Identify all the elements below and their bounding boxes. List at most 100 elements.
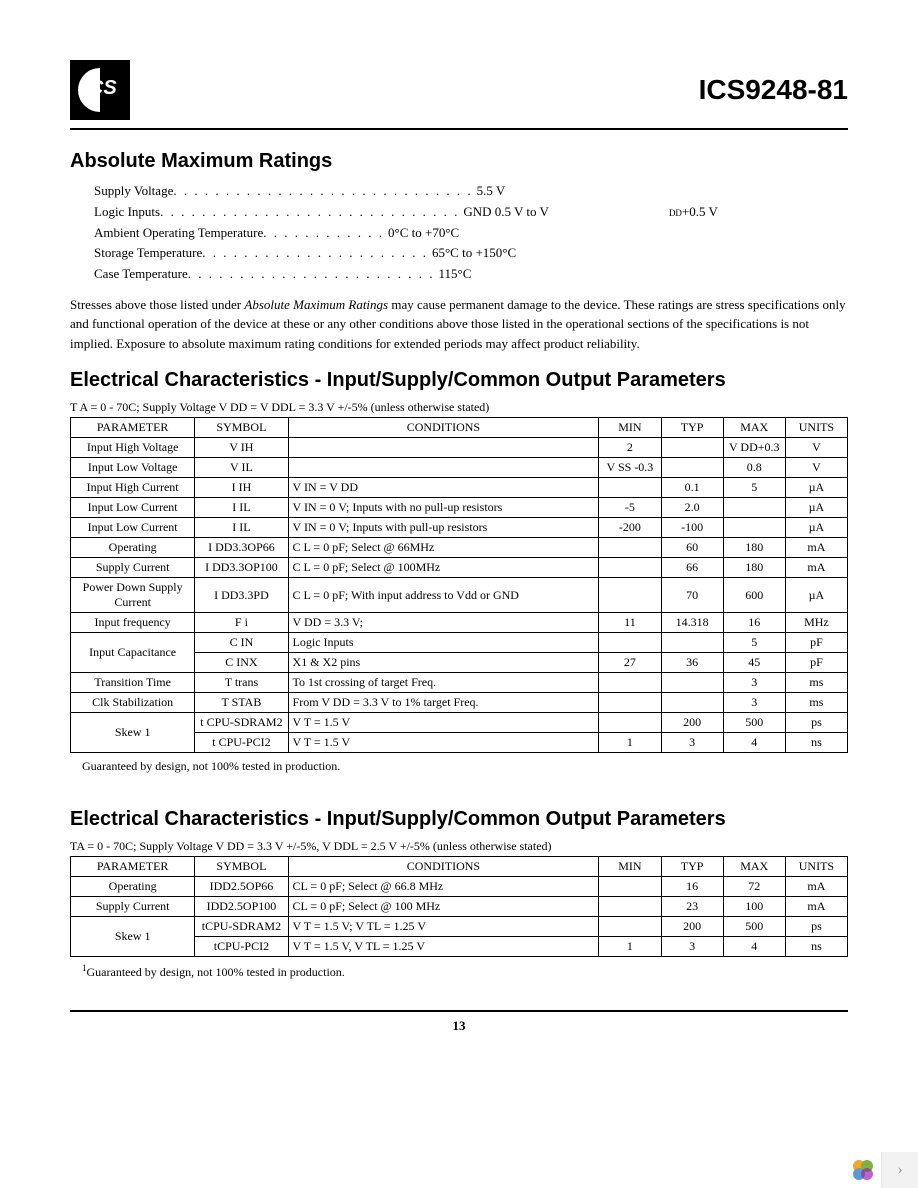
param-cell: Power Down Supply Current [71, 578, 195, 613]
typ-cell: 16 [661, 877, 723, 897]
param-cell: Input High Current [71, 478, 195, 498]
symbol-cell: tCPU-SDRAM2 [195, 917, 288, 937]
typ-cell: 70 [661, 578, 723, 613]
cond-cell: To 1st crossing of target Freq. [288, 673, 599, 693]
flower-icon[interactable] [845, 1152, 881, 1188]
rating-row: Case Temperature . . . . . . . . . . . .… [94, 264, 848, 285]
abs-max-title: Absolute Maximum Ratings [70, 150, 848, 173]
rating-row: Ambient Operating Temperature . . . . . … [94, 223, 848, 244]
typ-cell: 66 [661, 558, 723, 578]
table-row: Input Low CurrentI ILV IN = 0 V; Inputs … [71, 498, 848, 518]
table-row: Clk StabilizationT STABFrom V DD = 3.3 V… [71, 693, 848, 713]
rating-value: 115°C [439, 264, 472, 285]
symbol-cell: V IL [195, 458, 288, 478]
rating-label: Supply Voltage [94, 181, 173, 202]
table2-title: Electrical Characteristics - Input/Suppl… [70, 808, 848, 831]
min-cell [599, 578, 661, 613]
max-cell: 100 [723, 897, 785, 917]
typ-cell: 200 [661, 917, 723, 937]
units-cell: pF [785, 633, 847, 653]
table-row: OperatingIDD2.5OP66CL = 0 pF; Select @ 6… [71, 877, 848, 897]
param-cell: Input frequency [71, 613, 195, 633]
param-cell: Supply Current [71, 558, 195, 578]
cond-cell: C L = 0 pF; Select @ 100MHz [288, 558, 599, 578]
units-cell: ns [785, 733, 847, 753]
symbol-cell: C IN [195, 633, 288, 653]
param-cell: Input Low Voltage [71, 458, 195, 478]
units-cell: V [785, 458, 847, 478]
rating-dots: . . . . . . . . . . . . [263, 223, 384, 244]
rating-value: GND 0.5 V to V [463, 202, 549, 223]
table-header: UNITS [785, 418, 847, 438]
units-cell: µA [785, 478, 847, 498]
typ-cell: 14.318 [661, 613, 723, 633]
symbol-cell: I DD3.3OP100 [195, 558, 288, 578]
units-cell: ps [785, 917, 847, 937]
symbol-cell: I IH [195, 478, 288, 498]
cond-cell: V T = 1.5 V [288, 733, 599, 753]
rating-value: 5.5 V [477, 181, 506, 202]
min-cell [599, 558, 661, 578]
max-cell: 16 [723, 613, 785, 633]
table-row: Skew 1t CPU-SDRAM2V T = 1.5 V200500ps [71, 713, 848, 733]
rating-sub: DD [669, 206, 682, 220]
table-row: Input Low VoltageV ILV SS -0.30.8V [71, 458, 848, 478]
part-number: ICS9248-81 [699, 74, 848, 106]
max-cell: 500 [723, 713, 785, 733]
table2-cond: TA = 0 - 70C; Supply Voltage V DD = 3.3 … [70, 839, 848, 854]
cond-cell: Logic Inputs [288, 633, 599, 653]
units-cell: ps [785, 713, 847, 733]
datasheet-page: ICS ICS9248-81 Absolute Maximum Ratings … [0, 0, 918, 1074]
corner-widget: › [845, 1152, 918, 1188]
elec-char-table-2: PARAMETERSYMBOLCONDITIONSMINTYPMAXUNITSO… [70, 856, 848, 957]
param-cell: Input High Voltage [71, 438, 195, 458]
cond-cell: V T = 1.5 V [288, 713, 599, 733]
param-cell: Transition Time [71, 673, 195, 693]
table-row: Input Low CurrentI ILV IN = 0 V; Inputs … [71, 518, 848, 538]
symbol-cell: t CPU-PCI2 [195, 733, 288, 753]
min-cell: -200 [599, 518, 661, 538]
typ-cell [661, 693, 723, 713]
table-header: TYP [661, 418, 723, 438]
symbol-cell: tCPU-PCI2 [195, 937, 288, 957]
units-cell: mA [785, 877, 847, 897]
typ-cell: 200 [661, 713, 723, 733]
table-row: Supply CurrentIDD2.5OP100CL = 0 pF; Sele… [71, 897, 848, 917]
symbol-cell: I IL [195, 498, 288, 518]
min-cell: 27 [599, 653, 661, 673]
param-cell: Operating [71, 538, 195, 558]
max-cell [723, 498, 785, 518]
cond-cell: C L = 0 pF; Select @ 66MHz [288, 538, 599, 558]
svg-text:ICS: ICS [83, 77, 117, 99]
typ-cell: 2.0 [661, 498, 723, 518]
table-row: OperatingI DD3.3OP66C L = 0 pF; Select @… [71, 538, 848, 558]
max-cell: 72 [723, 877, 785, 897]
rating-dots: . . . . . . . . . . . . . . . . . . . . … [202, 243, 428, 264]
min-cell: 1 [599, 733, 661, 753]
cond-cell: V IN = 0 V; Inputs with pull-up resistor… [288, 518, 599, 538]
table-row: Input High VoltageV IH2V DD+0.3V [71, 438, 848, 458]
abs-max-disclaimer: Stresses above those listed under Absolu… [70, 295, 848, 354]
min-cell [599, 538, 661, 558]
max-cell: 3 [723, 693, 785, 713]
rating-dots: . . . . . . . . . . . . . . . . . . . . … [188, 264, 435, 285]
symbol-cell: I DD3.3PD [195, 578, 288, 613]
typ-cell: 23 [661, 897, 723, 917]
symbol-cell: I DD3.3OP66 [195, 538, 288, 558]
param-cell: Skew 1 [71, 917, 195, 957]
symbol-cell: IDD2.5OP66 [195, 877, 288, 897]
typ-cell [661, 673, 723, 693]
typ-cell: 3 [661, 733, 723, 753]
table-row: Supply CurrentI DD3.3OP100C L = 0 pF; Se… [71, 558, 848, 578]
param-cell: Input Low Current [71, 518, 195, 538]
footnote-text: Guaranteed by design, not 100% tested in… [87, 965, 345, 979]
table1-cond: T A = 0 - 70C; Supply Voltage V DD = V D… [70, 400, 848, 415]
ics-logo: ICS [70, 60, 130, 120]
units-cell: mA [785, 558, 847, 578]
next-arrow-icon[interactable]: › [881, 1152, 918, 1188]
table-row: Power Down Supply CurrentI DD3.3PDC L = … [71, 578, 848, 613]
max-cell: 5 [723, 633, 785, 653]
min-cell [599, 877, 661, 897]
max-cell: V DD+0.3 [723, 438, 785, 458]
typ-cell [661, 438, 723, 458]
